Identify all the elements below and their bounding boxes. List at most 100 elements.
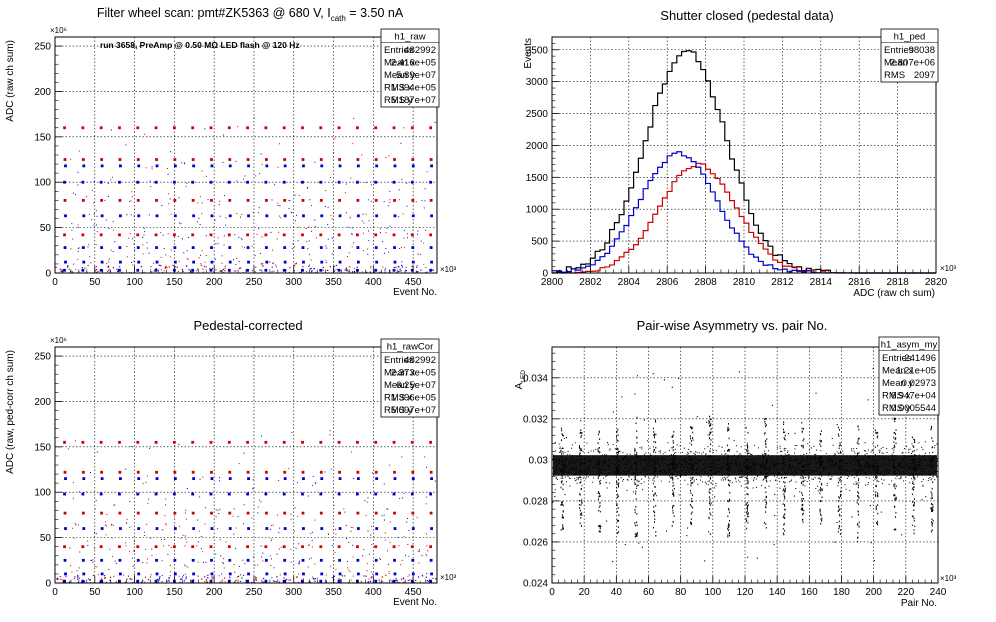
data-point: [710, 439, 712, 441]
data-point: [247, 214, 250, 218]
x-tick-label: 20: [579, 587, 591, 598]
data-point: [564, 459, 566, 461]
data-point: [562, 511, 564, 513]
data-point: [747, 521, 749, 524]
x-axis-exponent: ×10³: [440, 265, 457, 274]
data-point: [119, 477, 122, 481]
data-point: [855, 471, 857, 473]
data-point: [788, 460, 790, 462]
data-point: [635, 464, 637, 467]
data-point: [913, 460, 915, 462]
data-point: [707, 480, 709, 482]
data-point: [581, 471, 583, 473]
data-point: [196, 221, 198, 223]
data-point: [159, 576, 161, 578]
data-point: [763, 478, 765, 480]
data-point: [878, 472, 880, 474]
data-point: [366, 570, 368, 572]
data-point: [572, 455, 574, 457]
data-point: [183, 252, 185, 254]
x-axis-label: Event No.: [393, 597, 437, 608]
data-point: [223, 244, 225, 246]
data-point: [748, 464, 750, 466]
data-point: [821, 483, 823, 486]
data-point: [837, 469, 839, 471]
data-point: [672, 449, 674, 451]
data-point: [275, 266, 277, 268]
data-point: [563, 463, 565, 465]
data-point: [760, 455, 762, 457]
data-point: [295, 262, 297, 264]
data-point: [704, 467, 706, 469]
data-point: [563, 472, 565, 474]
data-point: [209, 233, 213, 237]
data-point: [931, 425, 933, 428]
data-point: [936, 465, 938, 467]
data-point: [77, 576, 79, 578]
data-point: [88, 213, 90, 215]
data-point: [676, 475, 678, 477]
data-point: [310, 267, 312, 270]
data-point: [901, 534, 903, 536]
data-point: [670, 473, 672, 475]
data-point: [728, 526, 730, 529]
data-point: [599, 492, 601, 495]
data-point: [922, 471, 924, 473]
data-point: [889, 462, 891, 464]
data-point: [264, 511, 268, 515]
data-point: [917, 476, 919, 478]
data-point: [886, 448, 888, 450]
data-point: [172, 180, 176, 184]
data-point: [597, 442, 599, 444]
data-point: [764, 468, 766, 471]
data-point: [860, 472, 862, 474]
data-point: [356, 527, 360, 530]
data-point: [781, 474, 783, 476]
data-point: [640, 457, 642, 459]
data-point: [581, 499, 583, 501]
data-point: [217, 243, 219, 245]
data-point: [803, 477, 805, 479]
data-point: [783, 421, 785, 423]
data-point: [834, 453, 836, 455]
data-point: [665, 458, 667, 460]
data-point: [856, 469, 858, 471]
data-point: [726, 476, 728, 478]
data-point: [801, 477, 803, 479]
data-point: [709, 476, 711, 479]
data-point: [754, 477, 756, 479]
data-point: [781, 477, 783, 479]
data-point: [632, 458, 634, 460]
data-point: [818, 474, 820, 476]
data-point: [783, 533, 785, 536]
data-point: [877, 464, 879, 467]
data-point: [636, 436, 638, 439]
data-point: [314, 519, 316, 521]
data-point: [802, 445, 804, 448]
data-point: [653, 510, 655, 513]
data-point: [894, 499, 896, 501]
data-point: [253, 556, 255, 558]
data-point: [838, 465, 840, 468]
data-point: [797, 468, 799, 470]
data-point: [751, 472, 753, 474]
data-point: [395, 578, 397, 580]
data-point: [749, 462, 751, 464]
data-point: [684, 479, 686, 481]
data-point: [131, 557, 133, 559]
data-point: [379, 271, 381, 273]
data-point: [808, 478, 810, 480]
data-point: [821, 488, 823, 490]
data-point: [351, 227, 353, 229]
data-point: [210, 246, 213, 249]
data-point: [638, 484, 640, 486]
data-point: [603, 477, 605, 479]
data-point: [616, 486, 618, 489]
data-point: [602, 460, 604, 462]
data-point: [880, 511, 882, 513]
data-point: [114, 241, 116, 243]
data-point: [411, 527, 415, 530]
data-point: [783, 488, 785, 491]
y-tick-label: 250: [34, 352, 51, 363]
data-point: [930, 530, 932, 533]
